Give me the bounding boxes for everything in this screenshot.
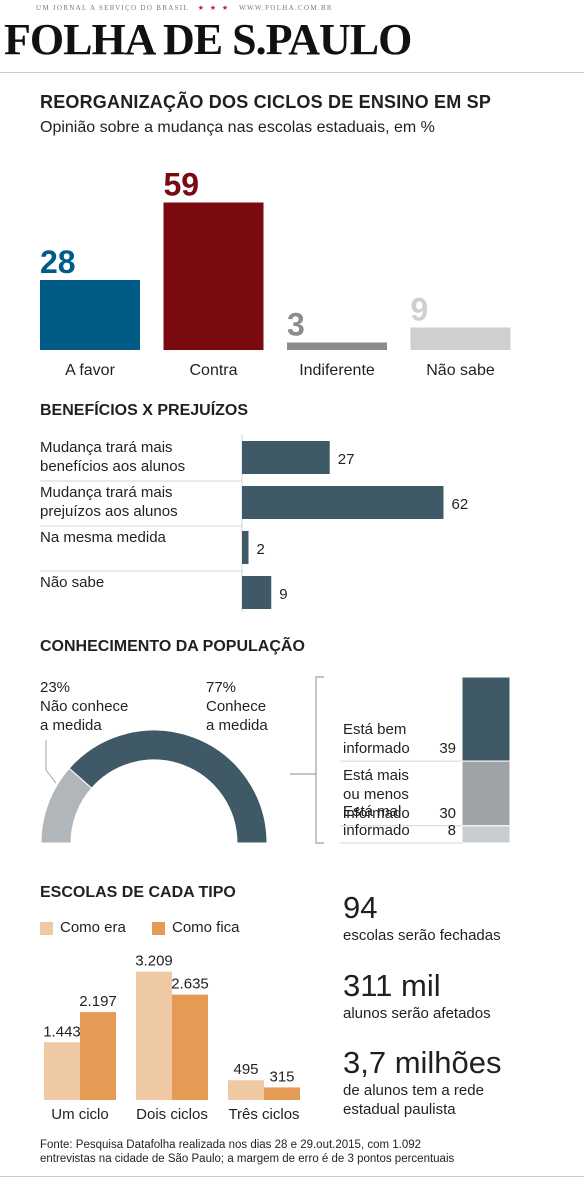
- opinion-bar-1: [163, 202, 264, 350]
- opinion-category-3: Não sabe: [426, 362, 495, 379]
- schools-category-2: Três ciclos: [228, 1106, 299, 1123]
- breakdown-value-1: 30: [439, 805, 456, 822]
- benefits-section-title: BENEFÍCIOS X PREJUÍZOS: [40, 402, 249, 419]
- schools-value-0-1: 2.197: [79, 993, 117, 1010]
- benefits-bar-0: [242, 441, 330, 474]
- opinion-bar-2: [287, 342, 387, 350]
- benefits-bar-chart: Mudança trará mais benefícios aos alunos 2…: [40, 434, 469, 612]
- masthead-rule: [0, 72, 584, 73]
- source-line-1: Fonte: Pesquisa Datafolha realizada nos …: [40, 1139, 422, 1151]
- slice-text-0-1: a medida: [40, 717, 102, 734]
- knowledge-slice-1: [68, 729, 268, 844]
- slice-leader-line: [45, 740, 57, 784]
- source-line-2: entrevistas na cidade de São Paulo; a ma…: [40, 1153, 455, 1165]
- breakdown-bracket: [315, 676, 324, 844]
- benefits-label-1-0: Mudança trará mais: [40, 484, 173, 501]
- url-text: WWW.FOLHA.COM.BR: [239, 4, 333, 12]
- slice-text-1-1: a medida: [206, 717, 268, 734]
- slice-text-0-0: Não conhece: [40, 698, 128, 715]
- slice-text-1-0: Conhece: [206, 698, 266, 715]
- schools-value-0-0: 1.443: [43, 1023, 81, 1040]
- tagline-text: UM JORNAL A SERVIÇO DO BRASIL: [36, 4, 189, 12]
- breakdown-text-1-2: informado: [343, 805, 410, 822]
- schools-value-1-0: 3.209: [135, 953, 173, 970]
- opinion-bar-3: [410, 327, 511, 350]
- breakdown-segment-2: [461, 825, 511, 844]
- knowledge-section-title: CONHECIMENTO DA POPULAÇÃO: [40, 638, 305, 655]
- stat-label-schools-closed: escolas serão fechadas: [343, 927, 501, 944]
- schools-bar-2-1: [264, 1087, 300, 1100]
- opinion-category-1: Contra: [189, 362, 237, 379]
- stars-icon: ★ ★ ★: [197, 4, 231, 12]
- slice-pct-1: 77%: [206, 679, 236, 696]
- benefits-label-0-1: benefícios aos alunos: [40, 458, 185, 475]
- benefits-value-2: 2: [257, 541, 265, 558]
- breakdown-text-0-0: Está bem: [343, 721, 406, 738]
- opinion-value-3: 9: [411, 292, 429, 328]
- breakdown-text-2-1: informado: [343, 822, 410, 839]
- schools-value-2-0: 495: [233, 1061, 258, 1078]
- breakdown-value-2: 8: [448, 822, 456, 839]
- benefits-label-1-1: prejuízos aos alunos: [40, 503, 178, 520]
- schools-bar-1-0: [136, 971, 172, 1100]
- slice-pct-0: 23%: [40, 679, 70, 696]
- opinion-value-2: 3: [287, 307, 305, 343]
- knowledge-chart: 23% Não conhece a medida 77% Conhece a medida…: [40, 676, 511, 844]
- schools-bar-2-0: [228, 1080, 264, 1100]
- legend-label-como-era: Como era: [60, 919, 126, 936]
- benefits-label-2-0: Na mesma medida: [40, 529, 167, 546]
- opinion-bar-chart: 28 A favor 59 Contra 3 Indiferente 9 Não sabe: [40, 167, 511, 379]
- benefits-bar-1: [242, 486, 444, 519]
- schools-value-2-1: 315: [269, 1068, 294, 1085]
- schools-bar-0-1: [80, 1012, 116, 1100]
- footer-rule: [0, 1176, 584, 1177]
- opinion-value-0: 28: [40, 244, 76, 280]
- opinion-category-0: A favor: [65, 362, 115, 379]
- schools-category-1: Dois ciclos: [136, 1106, 208, 1123]
- legend-label-como-fica: Como fica: [172, 919, 240, 936]
- legend-swatch-como-era: [40, 922, 53, 935]
- legend-swatch-como-fica: [152, 922, 165, 935]
- benefits-label-3-0: Não sabe: [40, 574, 104, 591]
- benefits-bar-3: [242, 576, 272, 609]
- breakdown-segment-0: [461, 676, 511, 762]
- schools-value-1-1: 2.635: [171, 976, 209, 993]
- breakdown-text-1-0: Está mais: [343, 767, 409, 784]
- page-subtitle: Opinião sobre a mudança nas escolas esta…: [40, 119, 435, 136]
- opinion-bar-0: [40, 280, 140, 350]
- breakdown-text-0-1: informado: [343, 740, 410, 757]
- benefits-value-0: 27: [338, 451, 355, 468]
- stat-number-students-affected: 311 mil: [343, 968, 441, 1003]
- schools-bar-0-0: [44, 1042, 80, 1100]
- stat-label-students-affected: alunos serão afetados: [343, 1005, 491, 1022]
- schools-bar-1-1: [172, 994, 208, 1100]
- benefits-value-1: 62: [452, 496, 469, 513]
- page-title: REORGANIZAÇÃO DOS CICLOS DE ENSINO EM SP: [40, 92, 492, 112]
- benefits-label-0-0: Mudança trará mais: [40, 439, 173, 456]
- masthead-tagline: UM JORNAL A SERVIÇO DO BRASIL ★ ★ ★ WWW.…: [36, 4, 333, 12]
- breakdown-text-2-0: Está mal: [343, 803, 401, 820]
- opinion-category-2: Indiferente: [299, 362, 375, 379]
- breakdown-segment-1: [461, 760, 511, 827]
- newspaper-logo: FOLHA DE S.PAULO: [4, 15, 412, 64]
- stat-number-network-students: 3,7 milhões: [343, 1045, 502, 1080]
- stat-label-network-students-2: estadual paulista: [343, 1101, 456, 1118]
- benefits-value-3: 9: [279, 586, 287, 603]
- stat-label-network-students-1: de alunos tem a rede: [343, 1082, 484, 1099]
- schools-category-0: Um ciclo: [51, 1106, 109, 1123]
- opinion-value-1: 59: [164, 167, 200, 203]
- schools-bar-chart: 1.443 2.197 Um ciclo 3.209 2.635 Dois ciclos 4…: [43, 953, 300, 1123]
- schools-section-title: ESCOLAS DE CADA TIPO: [40, 884, 236, 901]
- breakdown-value-0: 39: [439, 740, 456, 757]
- benefits-bar-2: [242, 531, 249, 564]
- breakdown-text-1-1: ou menos: [343, 786, 409, 803]
- stat-number-schools-closed: 94: [343, 890, 378, 925]
- source-note: Fonte: Pesquisa Datafolha realizada nos …: [40, 1138, 454, 1166]
